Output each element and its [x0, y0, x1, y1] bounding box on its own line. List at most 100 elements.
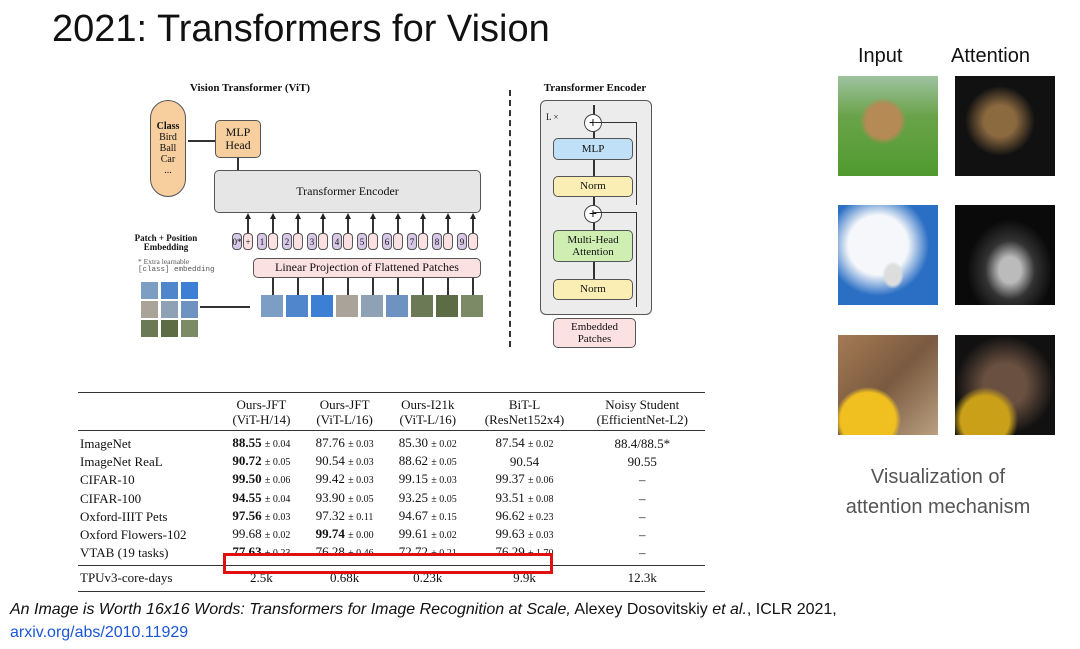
cell-value: 99.37 ± 0.06: [495, 471, 554, 487]
arrow-up-icon: [470, 213, 476, 219]
row-label: CIFAR-100: [80, 490, 142, 506]
cell-value: 99.61 ± 0.02: [398, 526, 457, 542]
column-header: Ours-I21k (ViT-L/16): [399, 397, 457, 427]
citation: An Image is Worth 16x16 Words: Transform…: [10, 601, 837, 618]
token-embedding: 8: [432, 233, 453, 250]
cell-value: 99.15 ± 0.03: [398, 471, 457, 487]
cell-value: 88.4/88.5*: [614, 436, 671, 451]
cell-value: 99.74 ± 0.00: [315, 526, 374, 542]
cell-value: 97.32 ± 0.11: [315, 507, 374, 523]
embedded-patches-box: Embedded Patches: [553, 318, 636, 348]
token-embedding: 5: [357, 233, 378, 250]
row-label: VTAB (19 tasks): [80, 545, 169, 561]
attention-label: Attention: [951, 45, 1030, 67]
grid-patch: [161, 282, 178, 299]
cell-value: 94.55 ± 0.04: [232, 489, 291, 505]
cell-value: –: [639, 527, 646, 543]
arrow-up-icon: [245, 213, 251, 219]
highlight-box: [223, 553, 553, 574]
column-header: Ours-JFT (ViT-L/16): [316, 397, 373, 427]
grid-patch: [161, 301, 178, 318]
grid-patch: [181, 301, 198, 318]
cell-value: 87.76 ± 0.03: [315, 435, 374, 450]
attention-map-snake: [955, 335, 1055, 435]
arrow-up-icon: [370, 213, 376, 219]
cell-value: 93.51 ± 0.08: [495, 489, 554, 505]
repeat-label: L ×: [546, 112, 559, 122]
token-embedding: 2: [282, 233, 303, 250]
grid-patch: [141, 282, 158, 299]
class-car: Car: [160, 154, 176, 165]
arrow-up-icon: [295, 213, 301, 219]
transformer-encoder-box: Transformer Encoder: [214, 170, 481, 213]
column-header: BiT-L (ResNet152x4): [484, 397, 565, 427]
cell-value: 87.54 ± 0.02: [495, 435, 554, 450]
column-header: Noisy Student (EfficientNet-L2): [596, 397, 689, 427]
grid-patch: [141, 320, 158, 337]
cell-value: 96.62 ± 0.23: [495, 507, 554, 523]
table-row: CIFAR-10 99.50 ± 0.06 99.42 ± 0.03 99.15 ± …: [78, 471, 705, 489]
cell-value: 94.67 ± 0.15: [398, 507, 457, 523]
row-label: ImageNet: [80, 436, 132, 451]
vit-title: Vision Transformer (ViT): [189, 82, 311, 94]
image-patch: [461, 295, 483, 317]
token-embedding: 0* +: [232, 233, 253, 250]
patch-position-label: Patch + Position Embedding: [134, 233, 198, 252]
tpu-value: 12.3k: [627, 570, 657, 586]
input-image-dog: [838, 76, 938, 176]
arrow-up-icon: [320, 213, 326, 219]
row-label: Oxford-IIIT Pets: [80, 508, 168, 524]
table-row: Oxford Flowers-102 99.68 ± 0.02 99.74 ± 0.…: [78, 526, 705, 544]
arrow-up-icon: [420, 213, 426, 219]
image-patch: [361, 295, 383, 317]
token-embedding: 1: [257, 233, 278, 250]
table-row: ImageNet ReaL 90.72 ± 0.05 90.54 ± 0.03 88.…: [78, 453, 705, 471]
cell-value: 90.55: [627, 454, 657, 470]
image-patch: [286, 295, 308, 317]
residual-1: [593, 212, 637, 307]
arrow-up-icon: [395, 213, 401, 219]
linear-projection-box: Linear Projection of Flattened Patches: [253, 258, 481, 278]
image-patch: [336, 295, 358, 317]
cell-value: 85.30 ± 0.02: [398, 435, 457, 450]
table-row: CIFAR-100 94.55 ± 0.04 93.90 ± 0.05 93.25 ±…: [78, 490, 705, 508]
arrow-up-icon: [345, 213, 351, 219]
image-patch: [261, 295, 283, 317]
arrow-up-icon: [270, 213, 276, 219]
tpu-value: 0.68k: [329, 570, 360, 586]
multi-head-attention-block: Multi-Head Attention: [553, 230, 633, 262]
mlp-head: MLP Head: [215, 120, 261, 158]
add-icon: +: [584, 205, 602, 223]
row-label: ImageNet ReaL: [80, 454, 163, 470]
token-embedding: 3: [307, 233, 328, 250]
class-ball: Ball: [159, 143, 177, 154]
class-bird: Bird: [159, 132, 177, 143]
tpu-value: 2.5k: [250, 570, 273, 586]
attention-map-dog: [955, 76, 1055, 176]
cell-value: –: [639, 472, 646, 488]
token-embedding: 6: [382, 233, 403, 250]
row-label: Oxford Flowers-102: [80, 527, 187, 543]
grid-patch: [181, 320, 198, 337]
mlp-block: MLP: [553, 138, 633, 160]
cell-value: 99.63 ± 0.03: [495, 526, 554, 542]
cell-value: 99.50 ± 0.06: [232, 471, 291, 487]
arxiv-link[interactable]: arxiv.org/abs/2010.11929: [10, 624, 189, 641]
row-label: TPUv3-core-days: [80, 570, 173, 586]
encoder-title: Transformer Encoder: [543, 82, 647, 94]
attention-map-plane: [955, 205, 1055, 305]
norm-block-1: Norm: [553, 279, 633, 300]
cell-value: 90.54: [509, 454, 540, 470]
table-row: ImageNet 88.55 ± 0.04 87.76 ± 0.03 85.30 ± …: [78, 431, 705, 454]
slide-title: 2021: Transformers for Vision: [52, 8, 550, 50]
norm-block-2: Norm: [553, 176, 633, 197]
token-embedding: 4: [332, 233, 353, 250]
grid-patch: [161, 320, 178, 337]
cell-value: 90.72 ± 0.05: [232, 453, 291, 469]
input-image-plane: [838, 205, 938, 305]
tpu-value: 9.9k: [513, 570, 536, 586]
table-row: Oxford-IIIT Pets 97.56 ± 0.03 97.32 ± 0.11…: [78, 508, 705, 526]
token-embedding: 7: [407, 233, 428, 250]
cell-value: –: [639, 508, 646, 524]
grid-arrow: [200, 306, 250, 308]
